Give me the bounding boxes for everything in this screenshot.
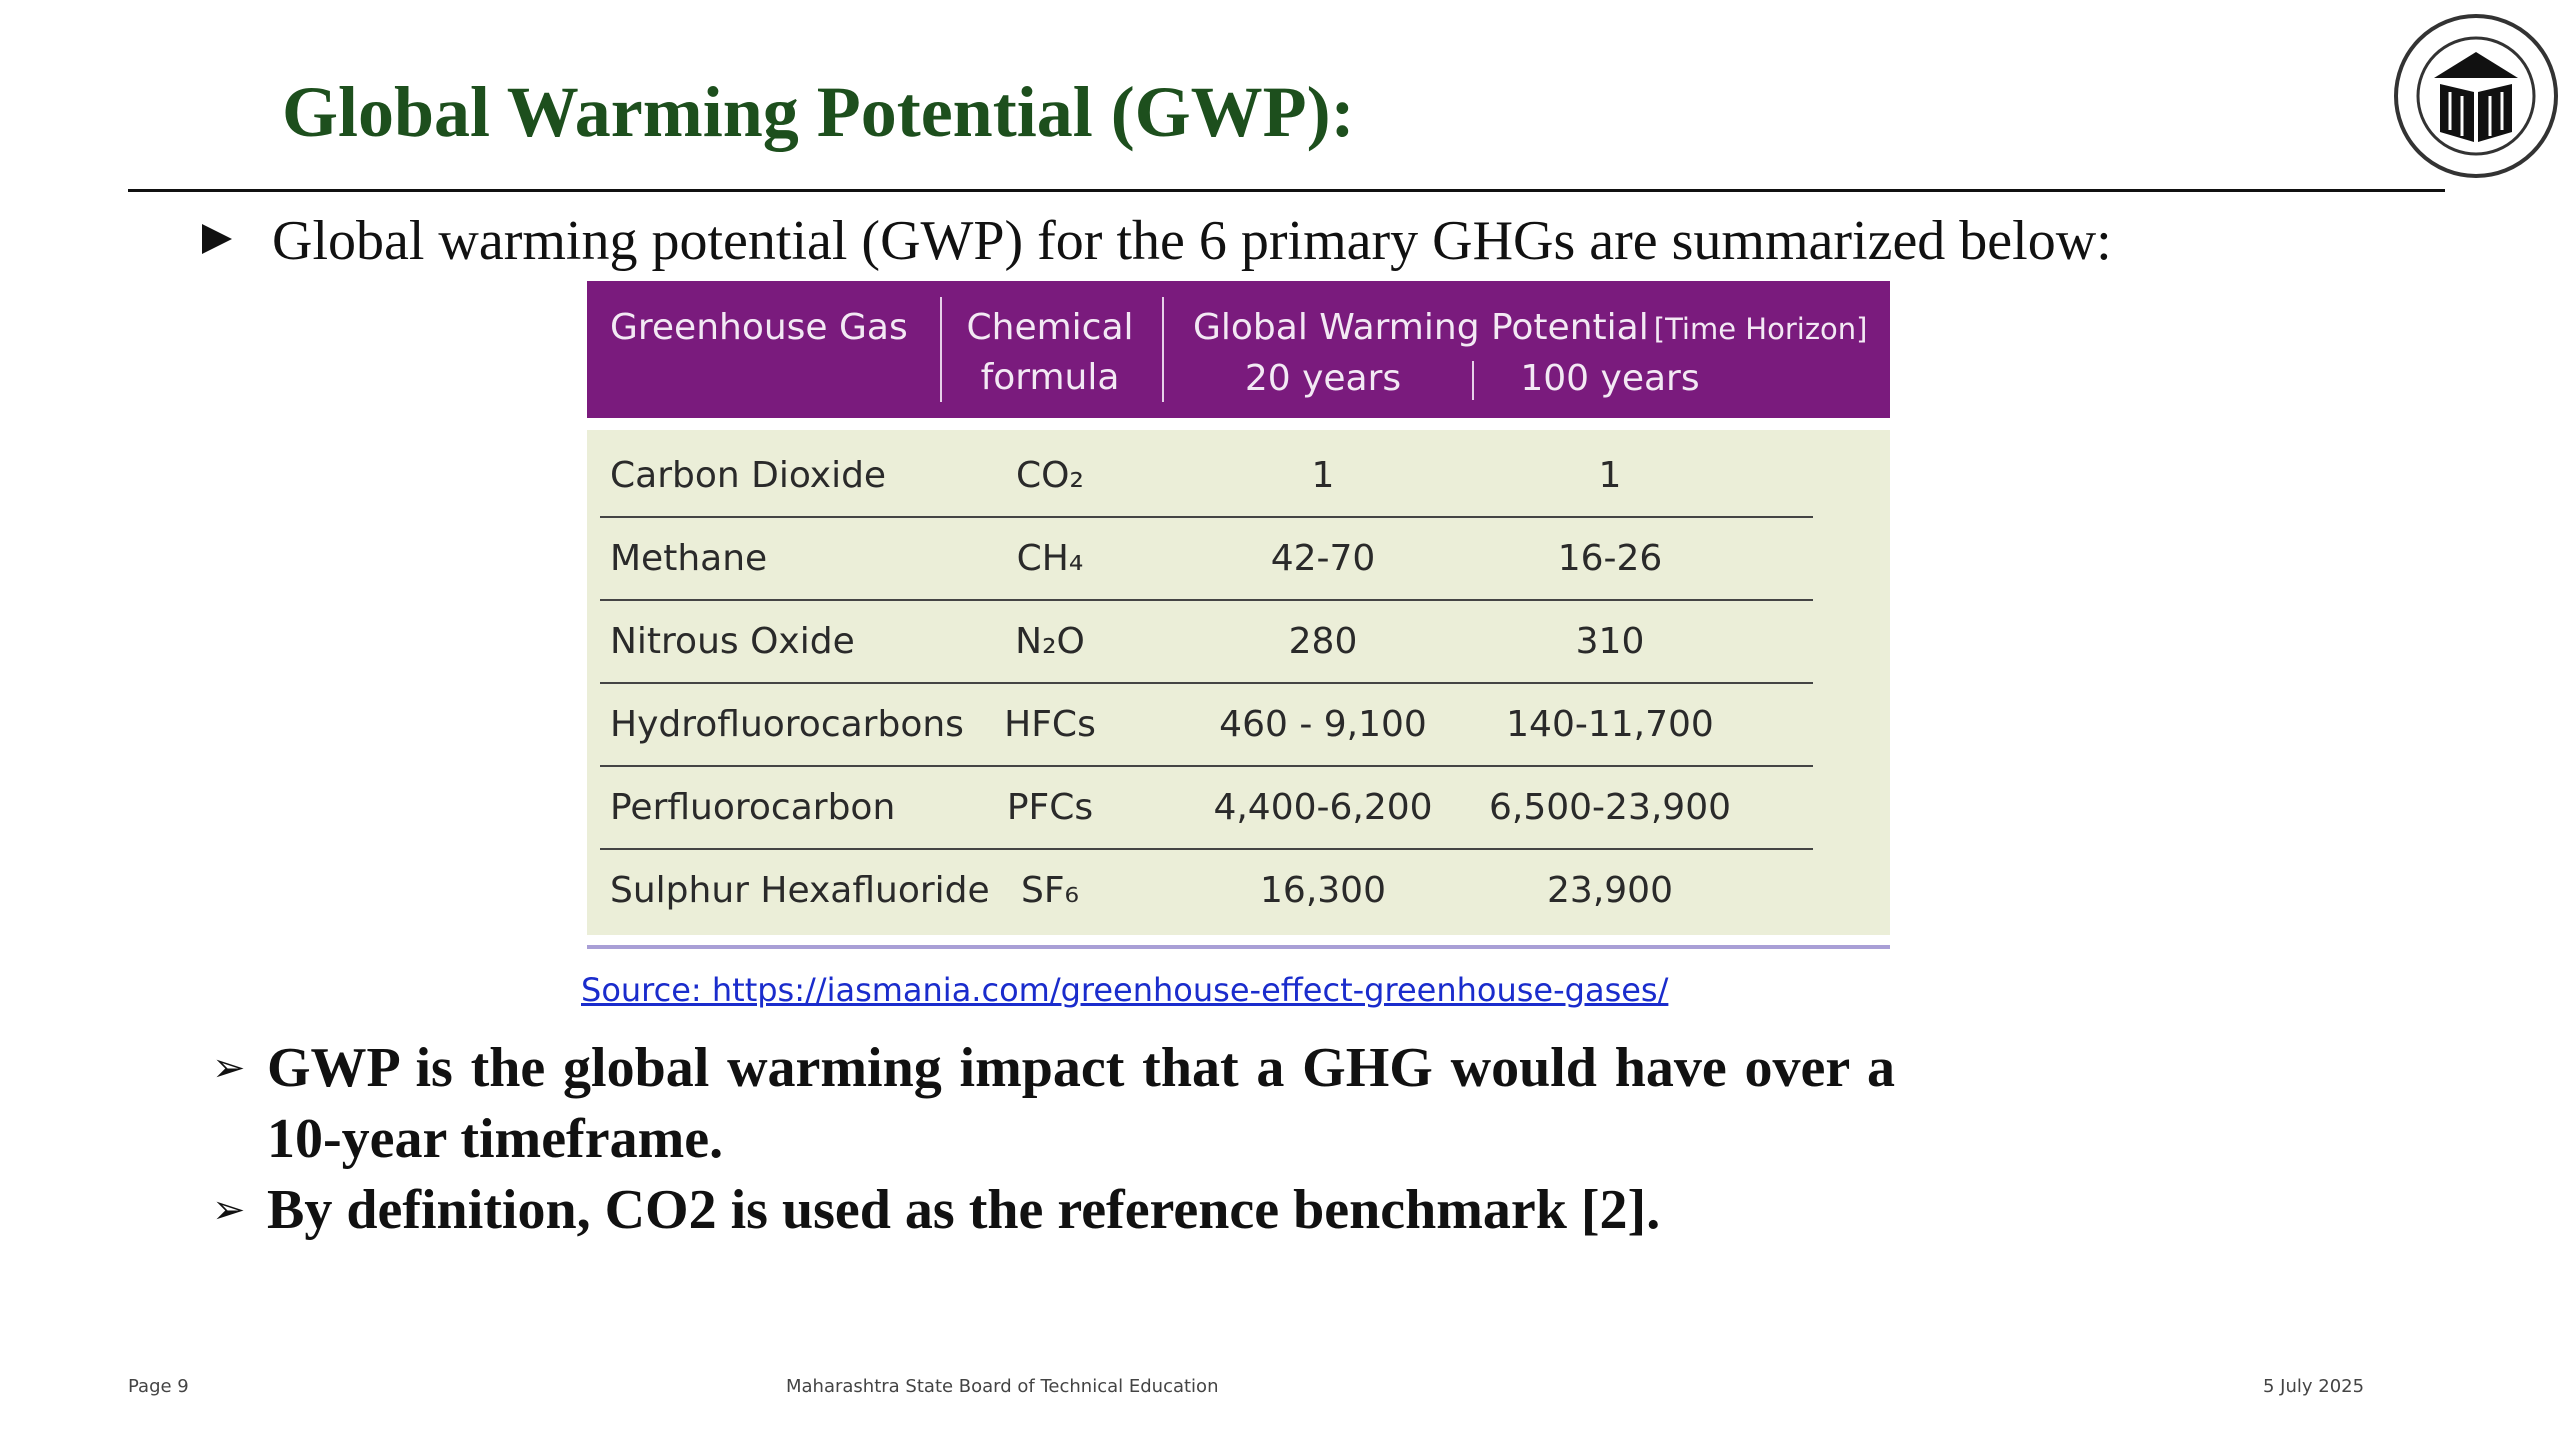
header-separator [940,297,942,402]
header-cell: Chemical formula [966,307,1134,398]
cell-gwp100: 16-26 [1557,537,1663,579]
slide-title: Global Warming Potential (GWP): [282,72,1355,152]
table-header [587,281,1890,418]
row-divider [600,765,1813,767]
header-cell: 20 years [1244,358,1402,399]
cell-gwp20: 280 [1288,620,1358,662]
cell-gwp20: 460 - 9,100 [1219,703,1427,745]
header-cell: 100 years [1520,358,1700,399]
cell-gas: Carbon Dioxide [610,454,887,496]
bullet-marker: ➢ [212,1045,246,1091]
cell-gas: Methane [610,537,768,579]
cell-formula: CH₄ [1016,537,1084,579]
header-cell: Global Warming Potential [Time Horizon] [1193,303,1868,359]
cell-formula: HFCs [1004,703,1096,745]
cell-formula: SF₆ [1021,869,1079,911]
cell-gwp20: 4,400-6,200 [1213,786,1433,828]
cell-gas: Sulphur Hexafluoride [610,869,990,911]
bullet-text: GWP is the global warming impact that a … [267,1037,1895,1170]
cell-gwp20: 1 [1311,454,1335,496]
logo [2394,14,2558,178]
cell-gas: Nitrous Oxide [610,620,855,662]
cell-formula: CO₂ [1016,454,1084,496]
cell-gwp100: 23,900 [1547,869,1673,911]
cell-gwp20: 42-70 [1270,537,1376,579]
cell-gwp100: 6,500-23,900 [1488,786,1731,828]
header-separator [1472,361,1474,400]
footer-page: Page 9 [128,1376,189,1397]
bullet-text: By definition, CO2 is used as the refere… [267,1179,1661,1241]
cell-gas: Perfluorocarbon [610,786,896,828]
cell-gwp20: 16,300 [1260,869,1386,911]
cell-gas: Hydrofluorocarbons [610,703,964,745]
row-divider [600,516,1813,518]
footer-org: Maharashtra State Board of Technical Edu… [786,1376,1219,1397]
intro-text: Global warming potential (GWP) for the 6… [272,210,2112,272]
footer-date: 5 July 2025 [2263,1376,2365,1397]
bullet-marker [202,224,232,254]
title-rule [128,189,2445,192]
header-text: [Time Horizon] [1653,312,1868,346]
cell-formula: PFCs [1006,786,1094,828]
row-divider [600,599,1813,601]
header-separator [1162,297,1164,402]
row-divider [600,682,1813,684]
bullet-marker: ➢ [212,1187,246,1233]
row-divider [600,848,1813,850]
table-bottom-line [587,945,1890,949]
source-link[interactable]: Source: https://iasmania.com/greenhouse-… [581,971,1669,1009]
cell-gwp100: 140-11,700 [1506,703,1714,745]
header-text: Global Warming Potential [1193,307,1649,348]
header-cell: Greenhouse Gas [610,307,908,348]
cell-formula: N₂O [1015,620,1085,662]
cell-gwp100: 310 [1575,620,1645,662]
cell-gwp100: 1 [1598,454,1622,496]
